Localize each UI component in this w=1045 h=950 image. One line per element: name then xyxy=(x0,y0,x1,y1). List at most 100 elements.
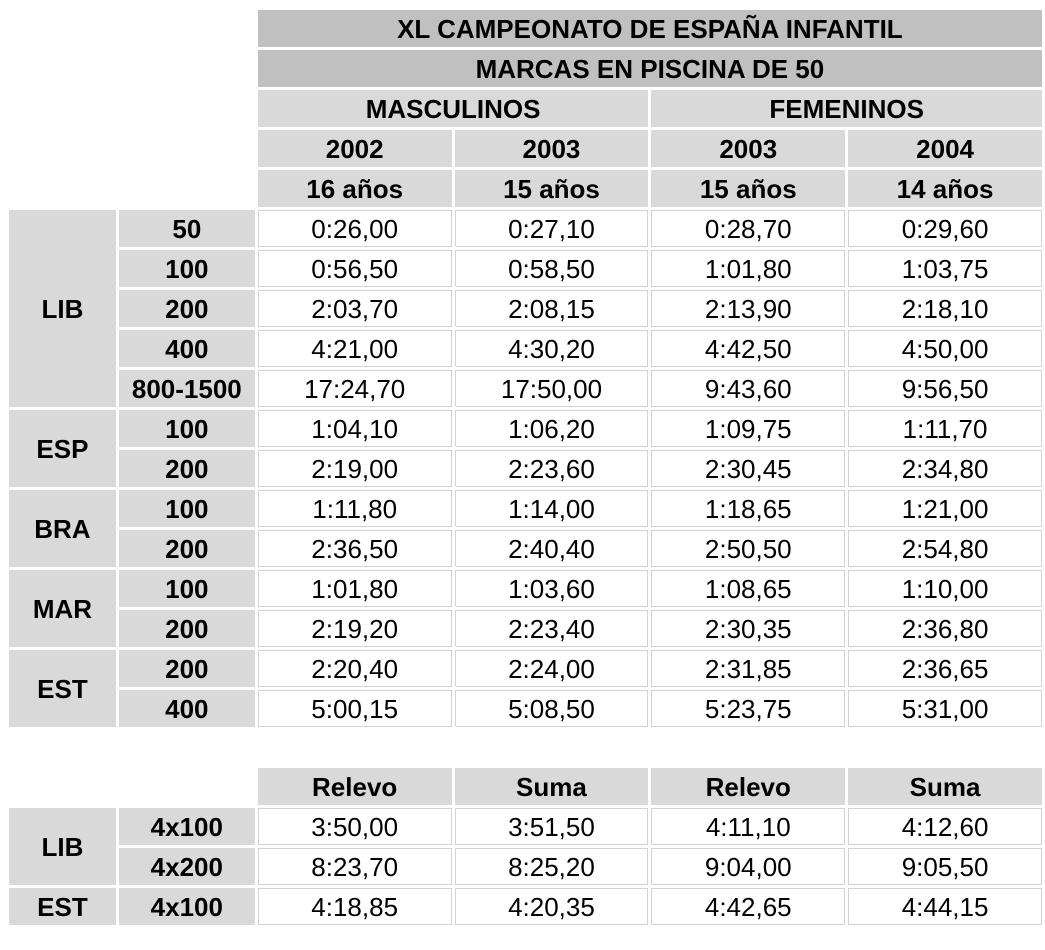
distance-cell: 400 xyxy=(118,330,255,367)
year-header: 2003 xyxy=(454,130,649,167)
time-cell: 1:01,80 xyxy=(257,570,452,607)
time-cell: 0:27,10 xyxy=(454,210,649,247)
relay-table: Relevo Suma Relevo Suma LIB 4x100 3:50,0… xyxy=(6,765,1045,928)
table-row: 100 0:56,50 0:58,50 1:01,80 1:03,75 xyxy=(9,250,1042,287)
distance-cell: 200 xyxy=(118,530,255,567)
time-cell: 4:21,00 xyxy=(257,330,452,367)
table-row: 800-1500 17:24,70 17:50,00 9:43,60 9:56,… xyxy=(9,370,1042,407)
table-row: 400 4:21,00 4:30,20 4:42,50 4:50,00 xyxy=(9,330,1042,367)
time-cell: 1:09,75 xyxy=(651,410,846,447)
time-cell: 1:01,80 xyxy=(651,250,846,287)
time-cell: 2:30,35 xyxy=(651,610,846,647)
time-cell: 2:30,45 xyxy=(651,450,846,487)
table-row: LIB 50 0:26,00 0:27,10 0:28,70 0:29,60 xyxy=(9,210,1042,407)
table-row: MAR 100 1:01,80 1:03,60 1:08,65 1:10,00 xyxy=(9,570,1042,647)
relay-column-header: Relevo xyxy=(651,768,846,805)
time-cell: 5:08,50 xyxy=(454,690,649,727)
distance-cell: 4x200 xyxy=(118,848,255,885)
time-cell: 2:40,40 xyxy=(454,530,649,567)
time-cell: 9:43,60 xyxy=(651,370,846,407)
time-cell: 2:23,40 xyxy=(454,610,649,647)
distance-cell: 800-1500 xyxy=(118,370,255,407)
distance-cell: 200 xyxy=(118,650,255,687)
time-cell: 0:56,50 xyxy=(257,250,452,287)
age-header: 14 años xyxy=(848,170,1042,207)
time-cell: 2:24,00 xyxy=(454,650,649,687)
year-header: 2003 xyxy=(651,130,846,167)
time-cell: 1:11,80 xyxy=(257,490,452,527)
table-row: 200 2:19,20 2:23,40 2:30,35 2:36,80 xyxy=(9,610,1042,647)
group-cell-est: EST xyxy=(9,650,116,727)
group-cell-lib: LIB xyxy=(9,808,116,885)
time-cell: 2:36,80 xyxy=(848,610,1042,647)
time-cell: 9:04,00 xyxy=(651,848,846,885)
time-cell: 2:20,40 xyxy=(257,650,452,687)
time-cell: 5:31,00 xyxy=(848,690,1042,727)
time-cell: 3:51,50 xyxy=(454,808,649,845)
group-cell-est: EST xyxy=(9,888,116,925)
time-cell: 9:56,50 xyxy=(848,370,1042,407)
time-cell: 5:23,75 xyxy=(651,690,846,727)
time-cell: 9:05,50 xyxy=(848,848,1042,885)
relay-column-header: Relevo xyxy=(257,768,452,805)
relay-column-header: Suma xyxy=(848,768,1042,805)
spacer-cell xyxy=(9,130,255,167)
time-cell: 4:20,35 xyxy=(454,888,649,925)
time-cell: 4:11,10 xyxy=(651,808,846,845)
relay-column-header: Suma xyxy=(454,768,649,805)
time-cell: 1:03,75 xyxy=(848,250,1042,287)
time-cell: 8:25,20 xyxy=(454,848,649,885)
time-cell: 2:19,20 xyxy=(257,610,452,647)
time-cell: 4:42,50 xyxy=(651,330,846,367)
time-cell: 2:23,60 xyxy=(454,450,649,487)
distance-cell: 100 xyxy=(118,570,255,607)
gender-header-row: MASCULINOS FEMENINOS xyxy=(9,90,1042,127)
time-cell: 1:06,20 xyxy=(454,410,649,447)
time-cell: 2:03,70 xyxy=(257,290,452,327)
distance-cell: 200 xyxy=(118,450,255,487)
group-cell-esp: ESP xyxy=(9,410,116,487)
time-cell: 2:18,10 xyxy=(848,290,1042,327)
year-header: 2002 xyxy=(257,130,452,167)
subtitle-row: MARCAS EN PISCINA DE 50 xyxy=(9,50,1042,87)
time-cell: 2:31,85 xyxy=(651,650,846,687)
table-row: 200 2:36,50 2:40,40 2:50,50 2:54,80 xyxy=(9,530,1042,567)
table-row: ESP 100 1:04,10 1:06,20 1:09,75 1:11,70 xyxy=(9,410,1042,487)
time-cell: 4:12,60 xyxy=(848,808,1042,845)
table-subtitle: MARCAS EN PISCINA DE 50 xyxy=(257,50,1042,87)
table-row: BRA 100 1:11,80 1:14,00 1:18,65 1:21,00 xyxy=(9,490,1042,567)
time-cell: 1:14,00 xyxy=(454,490,649,527)
distance-cell: 200 xyxy=(118,610,255,647)
time-cell: 2:34,80 xyxy=(848,450,1042,487)
distance-cell: 400 xyxy=(118,690,255,727)
title-row: XL CAMPEONATO DE ESPAÑA INFANTIL xyxy=(9,10,1042,47)
relay-header-row: Relevo Suma Relevo Suma xyxy=(9,768,1042,805)
time-cell: 4:44,15 xyxy=(848,888,1042,925)
spacer-cell xyxy=(9,10,255,47)
distance-cell: 50 xyxy=(118,210,255,247)
distance-cell: 100 xyxy=(118,250,255,287)
time-cell: 8:23,70 xyxy=(257,848,452,885)
time-cell: 2:19,00 xyxy=(257,450,452,487)
spacer-cell xyxy=(9,768,255,805)
age-header: 16 años xyxy=(257,170,452,207)
table-row: EST 200 2:20,40 2:24,00 2:31,85 2:36,65 xyxy=(9,650,1042,727)
table-row: 200 2:03,70 2:08,15 2:13,90 2:18,10 xyxy=(9,290,1042,327)
time-cell: 1:18,65 xyxy=(651,490,846,527)
time-cell: 3:50,00 xyxy=(257,808,452,845)
gender-header-masculinos: MASCULINOS xyxy=(257,90,649,127)
time-cell: 0:28,70 xyxy=(651,210,846,247)
table-title: XL CAMPEONATO DE ESPAÑA INFANTIL xyxy=(257,10,1042,47)
age-header: 15 años xyxy=(454,170,649,207)
time-cell: 2:36,65 xyxy=(848,650,1042,687)
table-row: 4x200 8:23,70 8:25,20 9:04,00 9:05,50 xyxy=(9,848,1042,885)
time-cell: 1:04,10 xyxy=(257,410,452,447)
table-row: 400 5:00,15 5:08,50 5:23,75 5:31,00 xyxy=(9,690,1042,727)
time-cell: 2:54,80 xyxy=(848,530,1042,567)
group-cell-bra: BRA xyxy=(9,490,116,567)
time-cell: 2:13,90 xyxy=(651,290,846,327)
time-cell: 2:50,50 xyxy=(651,530,846,567)
table-row: 200 2:19,00 2:23,60 2:30,45 2:34,80 xyxy=(9,450,1042,487)
time-cell: 4:42,65 xyxy=(651,888,846,925)
time-cell: 0:26,00 xyxy=(257,210,452,247)
